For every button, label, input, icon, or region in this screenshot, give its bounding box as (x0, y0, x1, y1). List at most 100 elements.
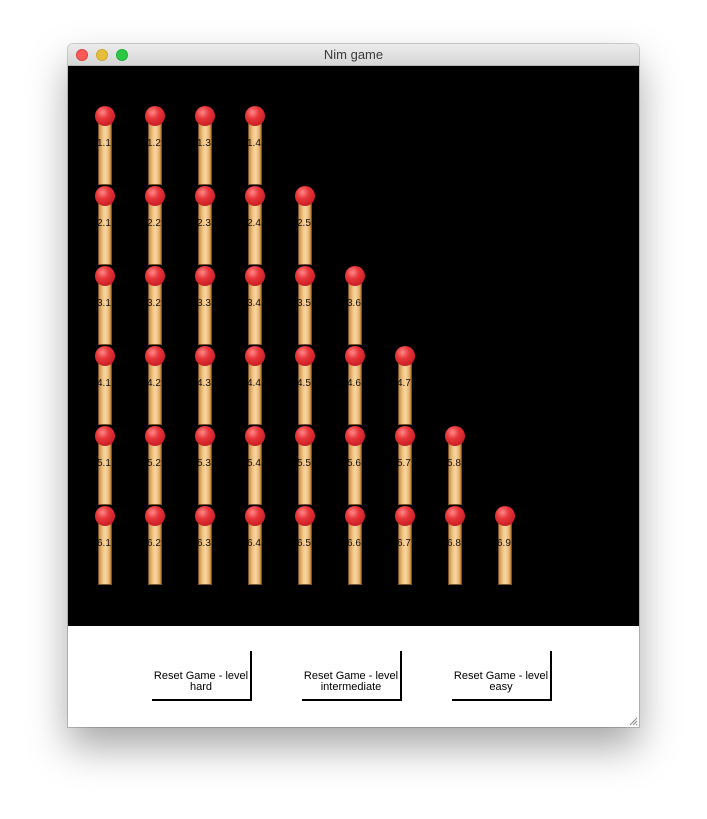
button-label-line1: Reset Game - level (453, 670, 549, 682)
match-head (145, 426, 165, 446)
match-2-3[interactable]: 2.3 (194, 185, 216, 265)
match-6-3[interactable]: 6.3 (194, 505, 216, 585)
match-head (245, 186, 265, 206)
match-label: 4.3 (197, 378, 211, 389)
match-4-6[interactable]: 4.6 (344, 345, 366, 425)
match-3-3[interactable]: 3.3 (194, 265, 216, 345)
match-4-3[interactable]: 4.3 (194, 345, 216, 425)
match-label: 2.2 (147, 218, 161, 229)
match-6-1[interactable]: 6.1 (94, 505, 116, 585)
match-label: 3.5 (297, 298, 311, 309)
match-head (195, 346, 215, 366)
match-head (195, 426, 215, 446)
match-head (295, 426, 315, 446)
game-board: 1.1 1.2 1.3 1.4 2.1 2.2 2.3 2.4 2.5 3.1 3.2 3.3 3.4 3… (68, 66, 639, 626)
match-head (145, 186, 165, 206)
match-4-4[interactable]: 4.4 (244, 345, 266, 425)
match-label: 3.4 (247, 298, 261, 309)
match-head (495, 506, 515, 526)
match-head (145, 266, 165, 286)
match-label: 6.9 (497, 538, 511, 549)
match-2-1[interactable]: 2.1 (94, 185, 116, 265)
match-label: 6.3 (197, 538, 211, 549)
title-bar: Nim game (68, 44, 639, 66)
reset-hard-button[interactable]: Reset Game - level hard (152, 651, 252, 701)
match-head (195, 106, 215, 126)
match-3-6[interactable]: 3.6 (344, 265, 366, 345)
match-label: 1.1 (97, 138, 111, 149)
match-label: 2.4 (247, 218, 261, 229)
match-label: 5.6 (347, 458, 361, 469)
match-1-1[interactable]: 1.1 (94, 105, 116, 185)
match-head (295, 186, 315, 206)
match-3-2[interactable]: 3.2 (144, 265, 166, 345)
match-label: 5.2 (147, 458, 161, 469)
match-label: 3.1 (97, 298, 111, 309)
reset-easy-button[interactable]: Reset Game - level easy (452, 651, 552, 701)
match-5-2[interactable]: 5.2 (144, 425, 166, 505)
match-head (395, 506, 415, 526)
match-5-5[interactable]: 5.5 (294, 425, 316, 505)
match-head (395, 346, 415, 366)
match-6-7[interactable]: 6.7 (394, 505, 416, 585)
button-label-line1: Reset Game - level (153, 670, 249, 682)
match-6-8[interactable]: 6.8 (444, 505, 466, 585)
match-label: 6.8 (447, 538, 461, 549)
match-label: 4.6 (347, 378, 361, 389)
nim-game-window: Nim game 1.1 1.2 1.3 1.4 2.1 2.2 2.3 2.4 2.5 3.1 3… (68, 44, 639, 727)
match-3-1[interactable]: 3.1 (94, 265, 116, 345)
match-2-5[interactable]: 2.5 (294, 185, 316, 265)
match-5-7[interactable]: 5.7 (394, 425, 416, 505)
match-label: 1.4 (247, 138, 261, 149)
match-6-5[interactable]: 6.5 (294, 505, 316, 585)
match-2-2[interactable]: 2.2 (144, 185, 166, 265)
button-label-line1: Reset Game - level (303, 670, 399, 682)
match-5-6[interactable]: 5.6 (344, 425, 366, 505)
match-1-2[interactable]: 1.2 (144, 105, 166, 185)
match-head (245, 266, 265, 286)
match-6-6[interactable]: 6.6 (344, 505, 366, 585)
match-head (145, 106, 165, 126)
match-6-4[interactable]: 6.4 (244, 505, 266, 585)
window-title: Nim game (323, 47, 384, 62)
match-4-5[interactable]: 4.5 (294, 345, 316, 425)
match-label: 2.3 (197, 218, 211, 229)
match-label: 5.1 (97, 458, 111, 469)
match-4-1[interactable]: 4.1 (94, 345, 116, 425)
match-head (95, 506, 115, 526)
match-1-3[interactable]: 1.3 (194, 105, 216, 185)
match-5-1[interactable]: 5.1 (94, 425, 116, 505)
match-3-4[interactable]: 3.4 (244, 265, 266, 345)
match-head (295, 346, 315, 366)
match-4-2[interactable]: 4.2 (144, 345, 166, 425)
match-head (195, 506, 215, 526)
match-3-5[interactable]: 3.5 (294, 265, 316, 345)
match-5-4[interactable]: 5.4 (244, 425, 266, 505)
match-2-4[interactable]: 2.4 (244, 185, 266, 265)
minimize-window-button[interactable] (96, 49, 108, 61)
match-label: 3.6 (347, 298, 361, 309)
match-1-4[interactable]: 1.4 (244, 105, 266, 185)
match-head (95, 426, 115, 446)
match-4-7[interactable]: 4.7 (394, 345, 416, 425)
match-label: 6.6 (347, 538, 361, 549)
match-head (145, 346, 165, 366)
match-head (395, 426, 415, 446)
match-label: 5.4 (247, 458, 261, 469)
match-label: 3.2 (147, 298, 161, 309)
close-window-button[interactable] (76, 49, 88, 61)
reset-intermediate-button[interactable]: Reset Game - level intermediate (302, 651, 402, 701)
match-6-2[interactable]: 6.2 (144, 505, 166, 585)
match-5-8[interactable]: 5.8 (444, 425, 466, 505)
match-6-9[interactable]: 6.9 (494, 505, 516, 585)
match-head (245, 346, 265, 366)
zoom-window-button[interactable] (116, 49, 128, 61)
resize-grip-icon[interactable] (628, 716, 638, 726)
match-label: 4.4 (247, 378, 261, 389)
match-5-3[interactable]: 5.3 (194, 425, 216, 505)
button-label-line2: hard (189, 681, 213, 693)
match-label: 5.7 (397, 458, 411, 469)
button-label-line2: easy (489, 681, 513, 693)
match-head (145, 506, 165, 526)
match-head (245, 426, 265, 446)
